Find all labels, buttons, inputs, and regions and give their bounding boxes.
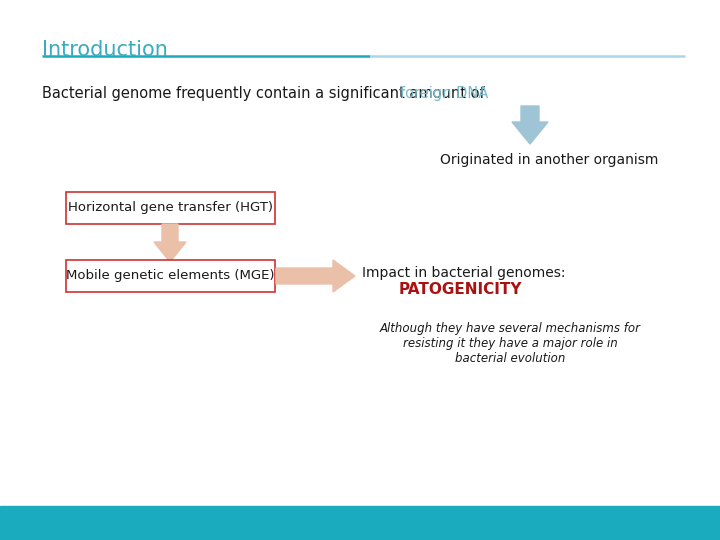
Text: Mobile genetic elements (MGE): Mobile genetic elements (MGE) — [66, 269, 274, 282]
Text: Originated in another organism: Originated in another organism — [440, 153, 658, 167]
Text: Bacterial genome frequently contain a significant amount of: Bacterial genome frequently contain a si… — [42, 86, 490, 101]
Text: Horizontal gene transfer (HGT): Horizontal gene transfer (HGT) — [68, 201, 272, 214]
Polygon shape — [276, 260, 355, 292]
Polygon shape — [154, 224, 186, 262]
Bar — [0, 506, 720, 540]
FancyBboxPatch shape — [66, 192, 275, 224]
Text: foreign DNA: foreign DNA — [400, 86, 488, 101]
Polygon shape — [512, 106, 548, 144]
Text: PATOGENICITY: PATOGENICITY — [398, 282, 522, 297]
FancyBboxPatch shape — [66, 260, 275, 292]
Text: Although they have several mechanisms for
resisting it they have a major role in: Although they have several mechanisms fo… — [379, 322, 641, 365]
Text: Impact in bacterial genomes:: Impact in bacterial genomes: — [362, 266, 565, 280]
Text: Introduction: Introduction — [42, 40, 168, 60]
